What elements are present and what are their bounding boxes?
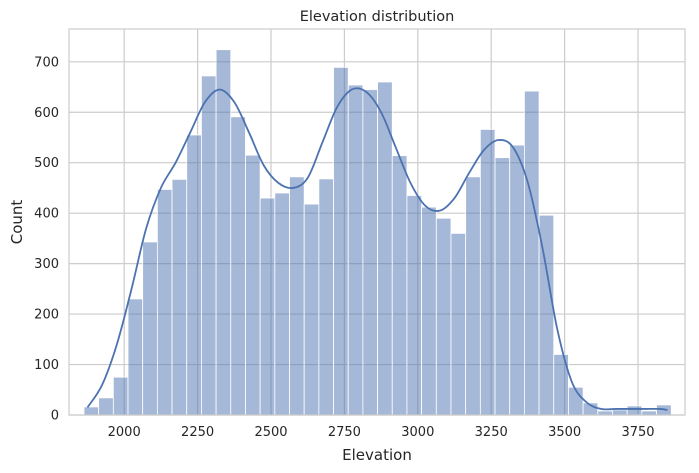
histogram-bar	[391, 155, 408, 416]
histogram-bar	[142, 241, 158, 416]
histogram-bar	[465, 176, 481, 416]
histogram-bar	[230, 116, 246, 416]
histogram-bar	[494, 157, 511, 416]
histogram-bar	[612, 409, 628, 416]
histogram-bar	[626, 405, 643, 416]
y-tick-label: 700	[34, 55, 59, 70]
x-tick-label: 2000	[108, 425, 141, 440]
kde-curve	[86, 87, 668, 411]
histogram-bar	[303, 203, 320, 416]
x-axis-label: Elevation	[342, 446, 412, 464]
histogram-bar	[186, 134, 202, 416]
histogram-bar	[479, 129, 496, 416]
histogram-bar	[83, 406, 100, 416]
x-tick-label: 3500	[548, 425, 581, 440]
x-tick-label: 2500	[254, 425, 287, 440]
histogram-bar	[362, 89, 378, 416]
histogram-bar	[171, 178, 188, 416]
chart-title: Elevation distribution	[300, 9, 455, 25]
histogram-bar	[347, 84, 364, 416]
histogram-bar	[333, 66, 349, 416]
histogram-bar	[112, 376, 129, 416]
x-tick-label: 2750	[328, 425, 361, 440]
y-tick-label: 0	[51, 409, 59, 424]
histogram-bar	[523, 90, 540, 416]
y-tick-label: 100	[34, 358, 59, 373]
histogram-bar	[641, 410, 657, 416]
y-tick-label: 300	[34, 257, 59, 272]
plot-frame	[68, 28, 686, 416]
histogram-bar	[274, 192, 290, 416]
y-tick-label: 500	[34, 156, 59, 171]
x-tick-labels: 2000 2250 2500 2750 3000 3250 3500 3750	[108, 425, 655, 440]
y-tick-labels: 0 100 200 300 400 500 600 700	[34, 55, 59, 423]
histogram-bar	[245, 154, 261, 416]
histogram-bar	[435, 217, 452, 416]
x-tick-label: 3000	[401, 425, 434, 440]
histogram-bar	[289, 176, 305, 416]
y-tick-label: 400	[34, 207, 59, 222]
histogram-bar	[406, 195, 423, 416]
histogram-bar	[597, 410, 613, 416]
y-tick-label: 200	[34, 308, 59, 323]
y-tick-label: 600	[34, 106, 59, 121]
histogram-bar	[421, 206, 437, 416]
kde-curve-layer	[86, 87, 668, 411]
histogram-bar	[450, 232, 467, 416]
histogram-bar	[318, 178, 334, 416]
x-tick-label: 2250	[181, 425, 214, 440]
histogram-bar	[127, 298, 144, 416]
histogram-bar	[201, 75, 217, 416]
histogram-bar	[509, 144, 525, 416]
histogram-bar	[156, 189, 173, 416]
histogram-bar	[215, 49, 232, 416]
x-tick-label: 3750	[621, 425, 654, 440]
histogram-bars	[83, 49, 672, 416]
histogram-bar	[259, 197, 276, 416]
y-axis-label: Count	[8, 200, 26, 245]
histogram-bar	[98, 397, 114, 416]
x-tick-label: 3250	[475, 425, 508, 440]
